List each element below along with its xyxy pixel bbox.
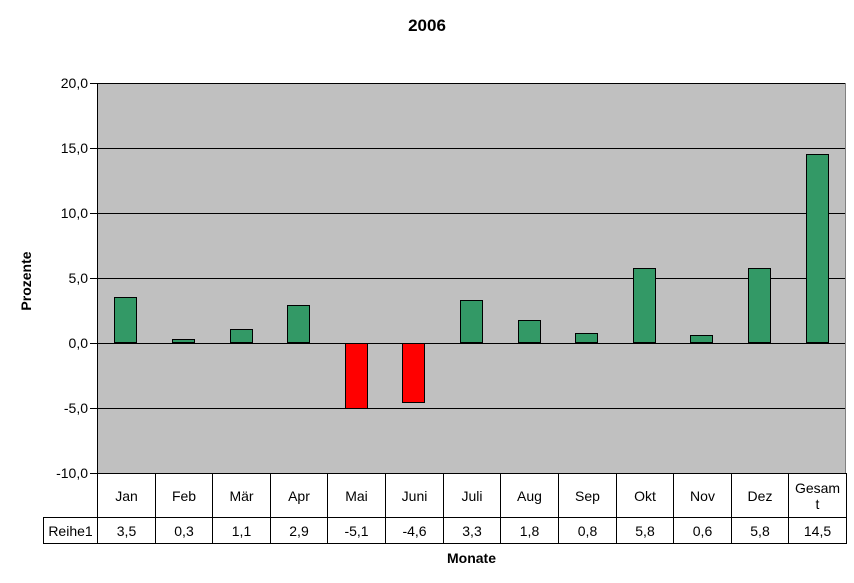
month-cell-Mai-label: Mai	[345, 487, 368, 504]
month-cell-Okt-label: Okt	[634, 487, 656, 504]
value-cell-Okt-label: 5,8	[635, 522, 655, 539]
series-name-cell: Reihe1	[43, 517, 98, 544]
value-cell-Dez-label: 5,8	[750, 522, 770, 539]
value-cell-Okt: 5,8	[616, 517, 674, 544]
month-cell-Aug: Aug	[500, 473, 559, 518]
bar-Feb	[172, 339, 195, 343]
month-cell-Gesamt-label: Gesamt	[794, 479, 841, 512]
bar-Gesamt	[806, 154, 829, 343]
month-cell-Nov: Nov	[673, 473, 732, 518]
bar-Okt	[633, 268, 656, 343]
value-cell-Feb-label: 0,3	[174, 522, 194, 539]
value-cell-Gesamt-label: 14,5	[803, 522, 832, 539]
bar-Sep	[575, 333, 598, 343]
value-cell-Aug: 1,8	[500, 517, 559, 544]
value-cell-Apr-label: 2,9	[289, 522, 309, 539]
month-cell-Juni-label: Juni	[401, 487, 428, 504]
value-cell-Gesamt: 14,5	[788, 517, 847, 544]
month-cell-Gesamt: Gesamt	[788, 473, 847, 518]
value-cell-Mai: -5,1	[327, 517, 386, 544]
month-cell-Juli-label: Juli	[461, 487, 483, 504]
month-cell-Dez: Dez	[731, 473, 789, 518]
y-tick-label-5,0: 5,0	[68, 270, 88, 286]
y-tick-label-20,0: 20,0	[60, 75, 88, 91]
month-cell-Sep: Sep	[558, 473, 617, 518]
month-cell-Okt: Okt	[616, 473, 674, 518]
month-cell-Mär-label: Mär	[229, 487, 254, 504]
value-cell-Aug-label: 1,8	[519, 522, 540, 539]
y-tick-mark-15,0	[90, 148, 97, 149]
y-tick-label-0,0: 0,0	[68, 335, 88, 351]
chart-title: 2006	[408, 16, 446, 35]
bar-Apr	[287, 305, 310, 343]
value-cell-Juni-label: -4,6	[402, 522, 427, 539]
y-tick-mark-5,0	[90, 278, 97, 279]
month-cell-Apr: Apr	[270, 473, 328, 518]
month-cell-Mär: Mär	[212, 473, 271, 518]
value-cell-Mär-label: 1,1	[231, 522, 252, 539]
month-cell-Juni: Juni	[385, 473, 444, 518]
month-cell-Sep-label: Sep	[575, 487, 600, 504]
month-cell-Nov-label: Nov	[690, 487, 715, 504]
y-tick-mark-20,0	[90, 83, 97, 84]
y-tick-label--5,0: -5,0	[63, 400, 88, 416]
value-cell-Jan: 3,5	[97, 517, 156, 544]
plot-border-right	[845, 83, 846, 473]
value-cell-Nov-label: 0,6	[692, 522, 713, 539]
value-cell-Juli: 3,3	[443, 517, 501, 544]
y-axis-title: Prozente	[18, 251, 34, 311]
y-tick-mark--10,0	[90, 473, 97, 474]
month-cell-Feb: Feb	[155, 473, 213, 518]
y-tick-label-15,0: 15,0	[60, 140, 88, 156]
y-tick-mark-0,0	[90, 343, 97, 344]
month-cell-Juli: Juli	[443, 473, 501, 518]
month-cell-Mai: Mai	[327, 473, 386, 518]
gridline-20,0	[97, 83, 846, 84]
value-cell-Sep-label: 0,8	[577, 522, 598, 539]
value-cell-Mai-label: -5,1	[344, 522, 369, 539]
bar-Juli	[460, 300, 483, 343]
bar-Juni	[402, 343, 425, 403]
value-cell-Juli-label: 3,3	[462, 522, 482, 539]
value-cell-Dez: 5,8	[731, 517, 789, 544]
bar-Aug	[518, 320, 541, 343]
y-tick-label--10,0: -10,0	[56, 465, 88, 481]
y-axis-line	[97, 83, 98, 474]
month-cell-Jan-label: Jan	[115, 487, 138, 504]
value-cell-Feb: 0,3	[155, 517, 213, 544]
gridline-0,0	[97, 343, 846, 344]
month-cell-Aug-label: Aug	[517, 487, 542, 504]
value-cell-Nov: 0,6	[673, 517, 732, 544]
series-name-cell-label: Reihe1	[48, 522, 93, 539]
x-axis-title: Monate	[447, 550, 496, 566]
value-cell-Mär: 1,1	[212, 517, 271, 544]
gridline-10,0	[97, 213, 846, 214]
y-tick-label-10,0: 10,0	[60, 205, 88, 221]
bar-Jan	[114, 297, 137, 343]
month-cell-Apr-label: Apr	[288, 487, 310, 504]
value-cell-Juni: -4,6	[385, 517, 444, 544]
bar-Mai	[345, 343, 368, 409]
bar-Dez	[748, 268, 771, 343]
gridline-5,0	[97, 278, 846, 279]
value-cell-Jan-label: 3,5	[116, 522, 137, 539]
month-cell-Feb-label: Feb	[171, 487, 197, 504]
bar-Nov	[690, 335, 713, 343]
plot-area	[97, 83, 846, 473]
y-tick-mark--5,0	[90, 408, 97, 409]
month-cell-Jan: Jan	[97, 473, 156, 518]
gridline--5,0	[97, 408, 846, 409]
gridline-15,0	[97, 148, 846, 149]
month-cell-Dez-label: Dez	[747, 487, 773, 504]
y-tick-mark-10,0	[90, 213, 97, 214]
value-cell-Sep: 0,8	[558, 517, 617, 544]
bar-Mär	[230, 329, 253, 343]
value-cell-Apr: 2,9	[270, 517, 328, 544]
